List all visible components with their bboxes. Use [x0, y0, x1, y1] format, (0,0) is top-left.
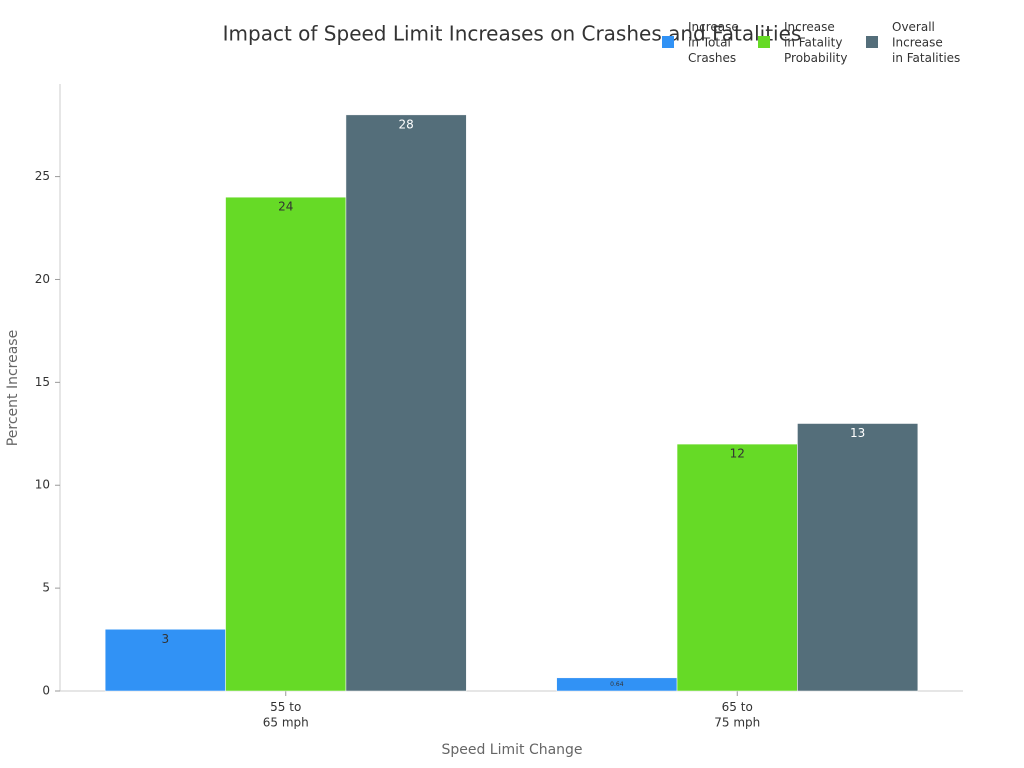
x-axis-label: Speed Limit Change — [441, 742, 582, 758]
y-tick-label: 0 — [42, 684, 50, 698]
data-label: 28 — [399, 117, 414, 131]
data-label: 3 — [162, 632, 170, 646]
legend-label: Overall Increase in Fatalities — [892, 20, 960, 65]
bar — [676, 443, 798, 692]
y-tick-label: 15 — [35, 375, 50, 389]
legend-label: Increase in Total Crashes — [688, 20, 739, 65]
data-label: 24 — [278, 200, 293, 214]
y-tick-label: 10 — [35, 478, 50, 492]
y-tick-label: 20 — [35, 272, 50, 286]
legend-swatch — [866, 36, 878, 48]
bar — [104, 629, 226, 692]
y-axis-label: Percent Increase — [5, 330, 21, 446]
data-label: 13 — [850, 426, 865, 440]
x-tick-label: 65 to 75 mph — [714, 700, 760, 730]
data-label: 0.64 — [610, 681, 624, 688]
y-tick-label: 25 — [35, 169, 50, 183]
chart-title: Impact of Speed Limit Increases on Crash… — [223, 22, 802, 46]
x-tick-label: 55 to 65 mph — [263, 700, 309, 730]
bar — [797, 423, 919, 692]
bar — [225, 196, 347, 692]
legend-label: Increase in Fatality Probability — [784, 20, 847, 65]
legend-swatch — [758, 36, 770, 48]
y-tick-label: 5 — [42, 581, 50, 595]
legend-swatch — [662, 36, 674, 48]
data-label: 12 — [730, 447, 745, 461]
bar — [345, 114, 467, 692]
